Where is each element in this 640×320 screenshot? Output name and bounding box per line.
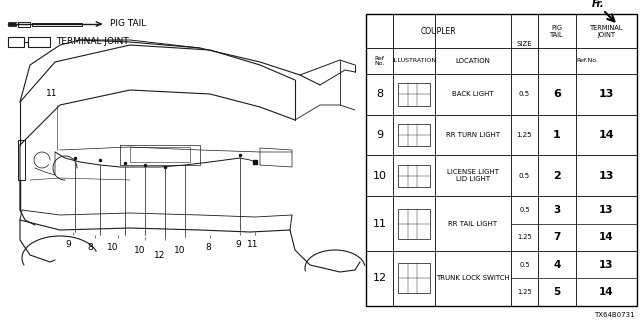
Text: LICENSE LIGHT
LID LIGHT: LICENSE LIGHT LID LIGHT [447, 169, 499, 182]
Text: 10: 10 [372, 171, 387, 181]
Text: 11: 11 [372, 219, 387, 228]
Text: 13: 13 [599, 260, 614, 269]
Text: 0.5: 0.5 [519, 207, 530, 213]
Text: 10: 10 [108, 243, 119, 252]
Text: 0.5: 0.5 [519, 173, 530, 179]
Text: PIG TAIL: PIG TAIL [110, 20, 147, 28]
Text: 8: 8 [205, 243, 211, 252]
Text: 13: 13 [598, 89, 614, 100]
Text: 8: 8 [87, 243, 93, 252]
Text: ILLUSTRATION: ILLUSTRATION [392, 59, 436, 63]
Bar [8, 37, 24, 47]
Text: 10: 10 [134, 246, 146, 255]
Text: LOCATION: LOCATION [456, 58, 490, 64]
Text: 12: 12 [154, 251, 166, 260]
Text: 0.5: 0.5 [519, 261, 530, 268]
Text: Fr.: Fr. [592, 0, 605, 9]
Text: 1.25: 1.25 [517, 289, 532, 295]
Text: TERMINAL
JOINT: TERMINAL JOINT [589, 25, 623, 38]
Bar [398, 165, 430, 187]
Text: 0.5: 0.5 [519, 92, 530, 97]
Text: 13: 13 [598, 171, 614, 181]
Text: 10: 10 [174, 246, 186, 255]
Text: RR TURN LIGHT: RR TURN LIGHT [446, 132, 500, 138]
Text: 11: 11 [247, 240, 259, 249]
Text: TRUNK LOCK SWITCH: TRUNK LOCK SWITCH [436, 275, 510, 281]
Text: Ref.No.: Ref.No. [577, 59, 598, 63]
Text: 12: 12 [372, 273, 387, 283]
Bar [16, 23, 19, 25]
Bar [366, 14, 637, 306]
Text: 14: 14 [599, 232, 614, 242]
Bar [398, 263, 430, 293]
Text: 2: 2 [553, 171, 561, 181]
Text: Ref
No.: Ref No. [374, 56, 385, 66]
Text: 6: 6 [553, 89, 561, 100]
Text: 7: 7 [553, 232, 561, 242]
Text: 13: 13 [599, 205, 614, 215]
Text: 5: 5 [554, 287, 561, 297]
Text: 1.25: 1.25 [517, 234, 532, 240]
Text: 1.25: 1.25 [516, 132, 532, 138]
Text: 1: 1 [553, 130, 561, 140]
Text: TX64B0731: TX64B0731 [594, 312, 635, 318]
Text: 9: 9 [65, 240, 71, 249]
Bar [18, 21, 30, 27]
Text: 9: 9 [376, 130, 383, 140]
Text: COUPLER: COUPLER [420, 27, 456, 36]
Bar [32, 22, 82, 26]
Bar [28, 37, 50, 47]
Text: 11: 11 [46, 89, 58, 98]
Bar [398, 124, 430, 146]
Text: BACK LIGHT: BACK LIGHT [452, 92, 494, 97]
Text: SIZE: SIZE [516, 41, 532, 47]
Text: RR TAIL LIGHT: RR TAIL LIGHT [449, 220, 497, 227]
Text: PIG
TAIL: PIG TAIL [550, 25, 564, 38]
Text: TERMINAL JOINT: TERMINAL JOINT [56, 37, 129, 46]
Text: 4: 4 [553, 260, 561, 269]
Bar [398, 83, 430, 106]
Bar [398, 209, 430, 239]
Text: 14: 14 [598, 130, 614, 140]
Text: 9: 9 [235, 240, 241, 249]
Text: 8: 8 [376, 89, 383, 100]
Bar [8, 22, 16, 26]
Text: 14: 14 [599, 287, 614, 297]
Text: 3: 3 [554, 205, 561, 215]
